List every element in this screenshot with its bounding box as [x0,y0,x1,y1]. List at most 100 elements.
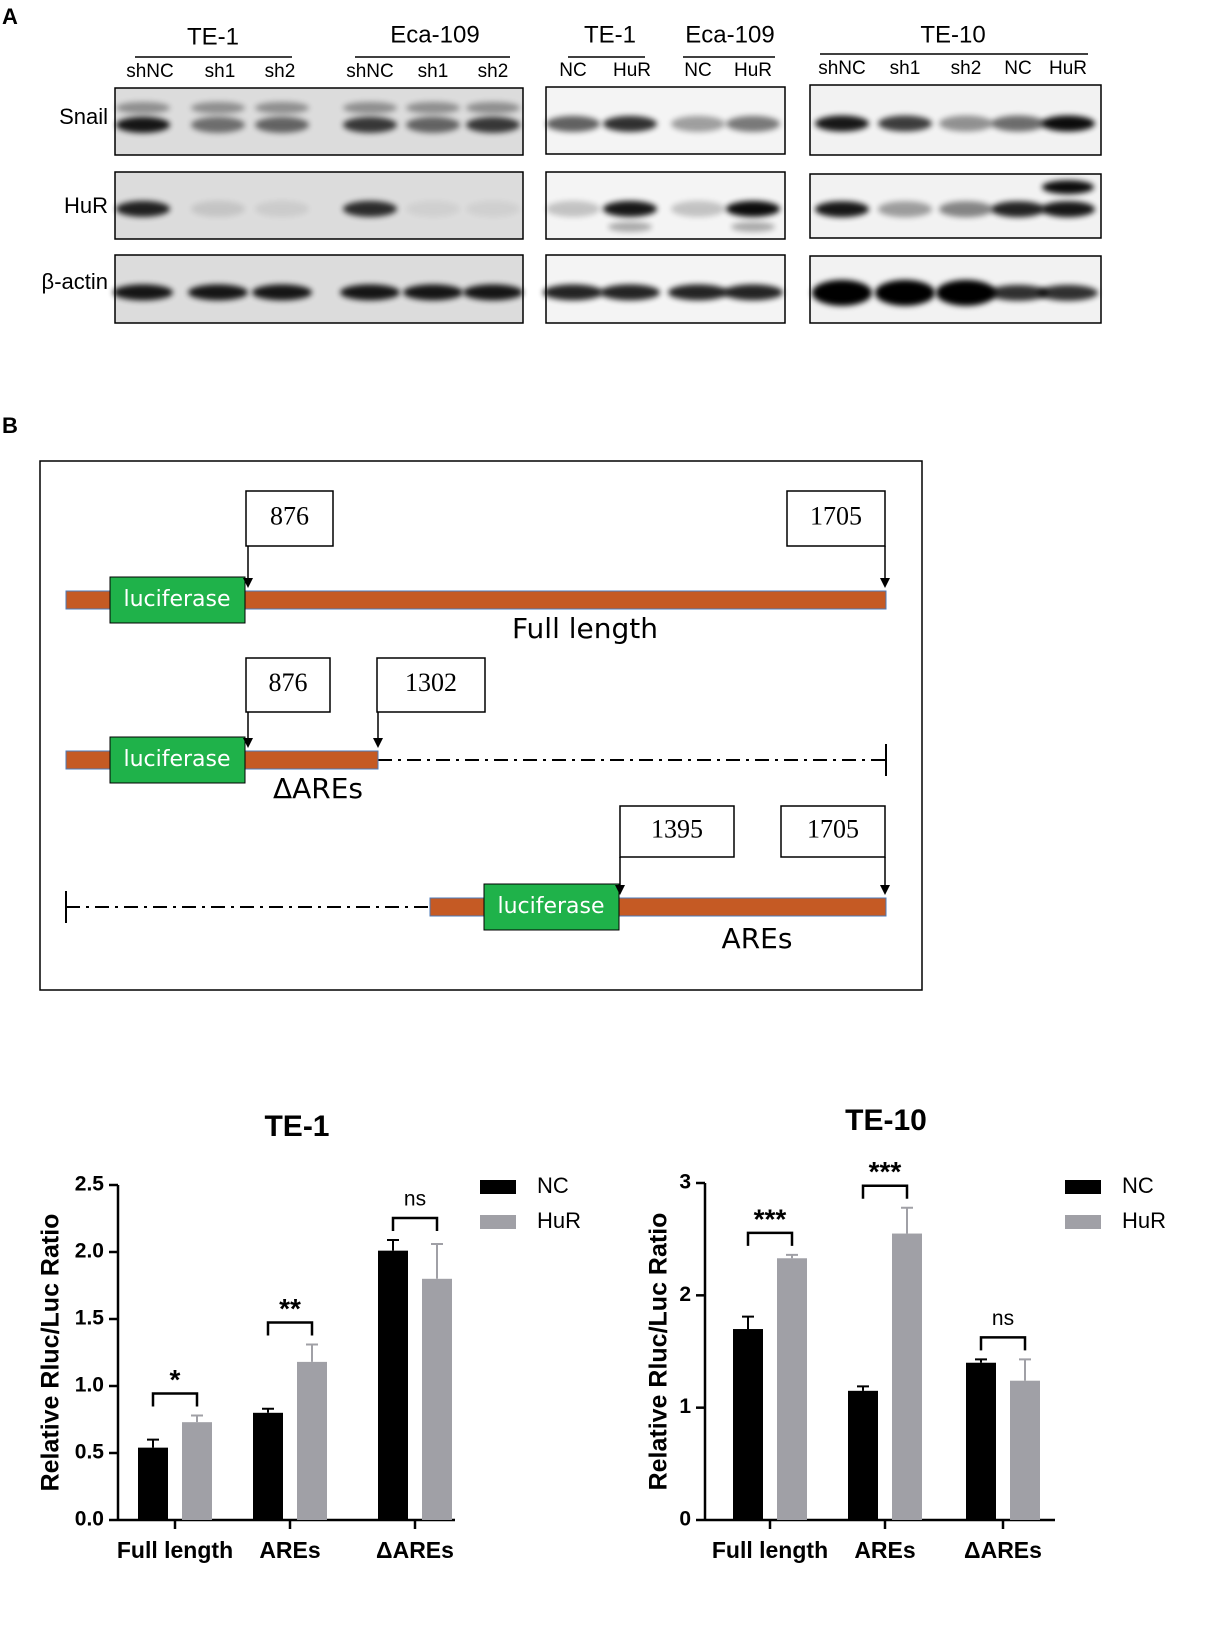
lane-label: sh2 [951,58,982,79]
blot-band [723,284,783,301]
blot-band [671,115,725,132]
legend-swatch [480,1215,516,1229]
lane-label: sh1 [890,58,921,79]
blot-band [191,116,245,133]
luciferase-box [109,576,246,624]
legend-label: NC [537,1173,569,1198]
x-tick-label: AREs [854,1537,915,1563]
lane-label: sh1 [418,61,449,82]
construct-name: Full length [512,612,658,645]
diagram-frame [39,460,923,991]
row-label: β-actin [42,269,108,294]
construct-bar [65,590,887,610]
blot-band [406,116,460,133]
lane-label: HuR [613,60,651,81]
blot-band [252,284,312,301]
blot-band [543,284,603,301]
blot-band [608,221,652,232]
blot-band [603,200,657,217]
bar [1010,1380,1040,1520]
x-tick-label: ΔAREs [376,1537,454,1563]
x-tick-label: AREs [259,1537,320,1563]
row-label: HuR [64,193,108,218]
blot-band [1041,201,1095,218]
group-title: Eca-109 [685,21,774,48]
blot-band [191,200,245,217]
arrow-head [615,885,625,895]
chart-title: TE-1 [264,1110,329,1143]
error-bar [191,1414,203,1423]
blot-band [343,101,397,114]
significance-label: ns [404,1187,426,1210]
blot-band [991,115,1045,132]
lane-label: HuR [734,60,772,81]
blot-band [878,115,932,132]
significance-bracket [151,1392,199,1407]
legend-swatch [1065,1215,1101,1229]
blot-band [1041,115,1095,132]
bar [733,1329,763,1520]
arrow-head [880,578,890,588]
site-label: 1395 [651,814,703,843]
site-label: 1705 [807,814,859,843]
blot-band [255,200,309,217]
legend-label: HuR [1122,1208,1166,1233]
blot-frame [114,254,524,324]
lane-label: HuR [1049,58,1087,79]
blot-band [116,200,170,217]
panel-label: B [2,413,18,438]
blot-band [875,279,935,306]
lane-label: NC [1004,58,1031,79]
legend-label: NC [1122,1173,1154,1198]
legend-swatch [480,1180,516,1194]
y-tick-label: 3 [679,1171,691,1194]
blot-band [188,284,248,301]
bar [892,1233,922,1520]
group-title: TE-10 [920,21,985,48]
significance-bracket [266,1321,314,1336]
bar [966,1362,996,1520]
bar [138,1447,168,1520]
blot-band [726,200,780,217]
x-tick-label: Full length [712,1537,828,1563]
lane-label: shNC [818,58,866,79]
lane-label: shNC [346,61,394,82]
blot-band [1042,180,1094,195]
blot-band [546,200,600,217]
blot-band [340,284,400,301]
site-box [780,805,886,858]
error-bar [786,1253,798,1259]
blot-band [116,116,170,133]
chart-title: TE-10 [845,1104,927,1137]
blot-band [466,116,520,133]
blot-band [466,200,520,217]
site-label: 1705 [810,501,862,530]
blot-band [878,201,932,218]
y-tick-label: 0.5 [75,1441,105,1464]
blot-band [191,101,245,114]
y-tick-label: 1.0 [75,1374,104,1397]
arrow-head [880,885,890,895]
error-bar [431,1242,443,1279]
site-box [245,657,331,713]
error-bar [975,1358,987,1363]
blot-band [988,284,1048,301]
blot-band [255,116,309,133]
bar [848,1390,878,1520]
y-tick-label: 1.5 [75,1307,105,1330]
blot-band [815,201,869,218]
y-tick-label: 1 [679,1395,691,1418]
luciferase-box [109,736,246,784]
arrow-head [243,578,253,588]
blot-band [113,284,173,301]
group-title: TE-1 [187,23,239,50]
lane-label: NC [684,60,711,81]
error-bar [147,1438,159,1448]
bar [253,1412,283,1520]
blot-band [731,221,775,232]
significance-label: *** [869,1156,902,1187]
significance-bracket [861,1184,909,1199]
y-tick-label: 2.5 [75,1173,105,1196]
luciferase-box [483,883,620,931]
error-bar [901,1206,913,1234]
